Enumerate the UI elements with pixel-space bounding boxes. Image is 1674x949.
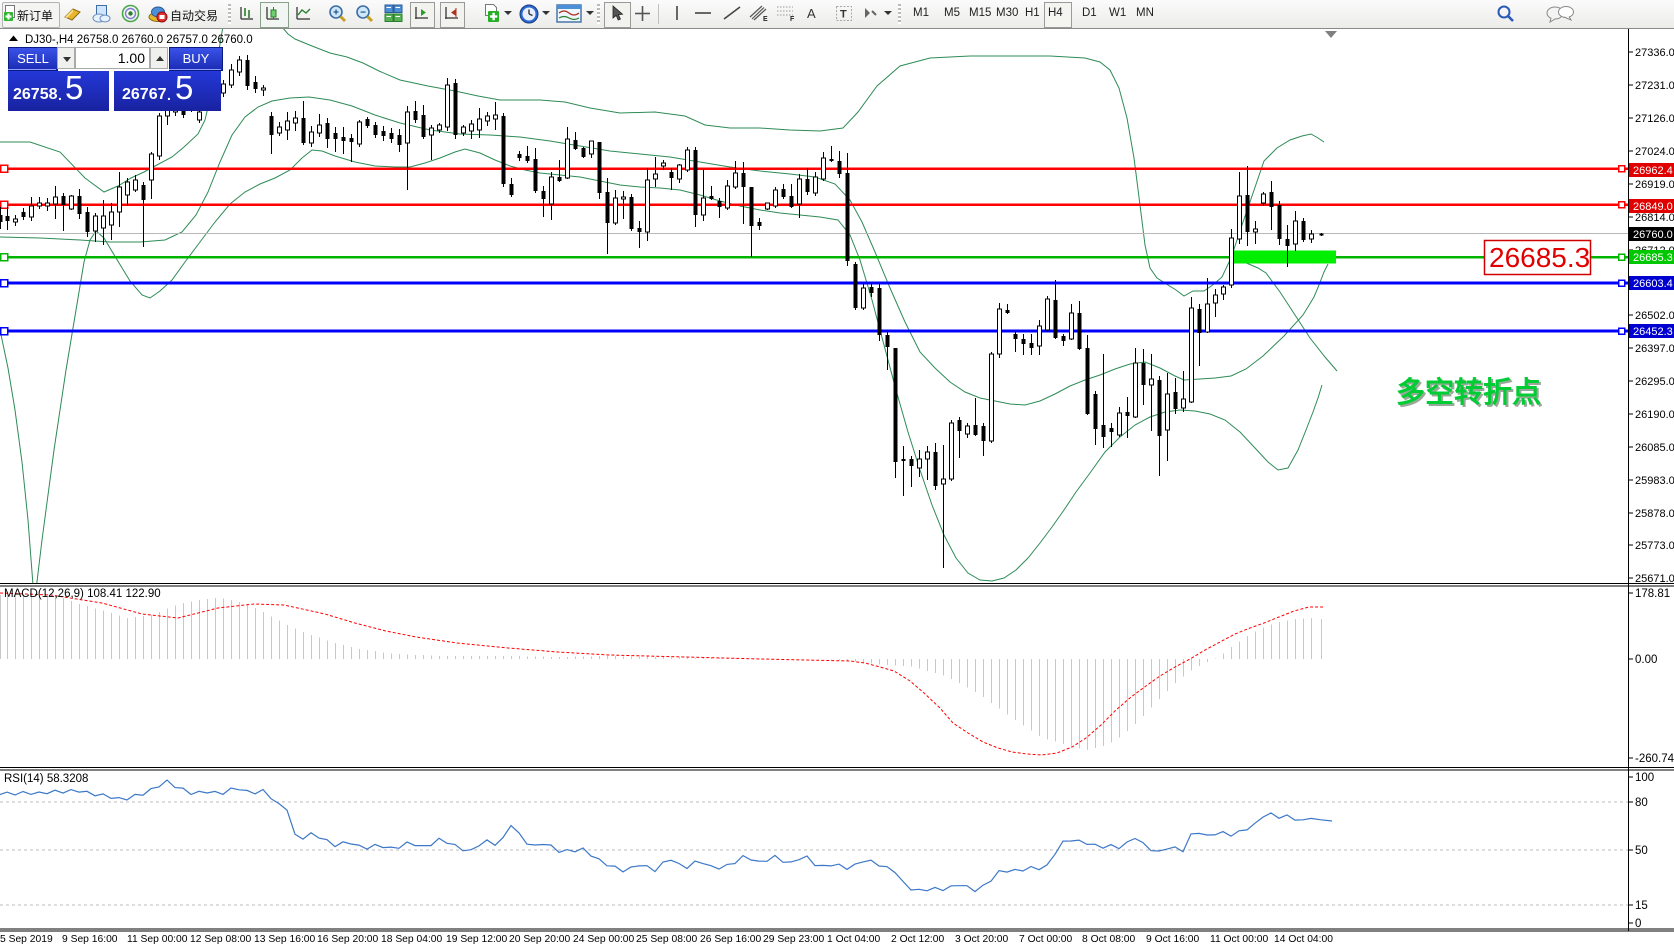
- svg-text:178.81: 178.81: [1635, 588, 1670, 600]
- svg-text:26190.0: 26190.0: [1635, 409, 1674, 421]
- svg-text:9 Oct 16:00: 9 Oct 16:00: [1146, 934, 1200, 945]
- svg-text:26760.0: 26760.0: [1633, 229, 1673, 241]
- svg-text:26085.0: 26085.0: [1635, 442, 1674, 454]
- svg-text:多空转折点: 多空转折点: [1396, 375, 1541, 409]
- svg-text:2 Oct 12:00: 2 Oct 12:00: [891, 934, 945, 945]
- svg-text:F: F: [790, 16, 795, 22]
- svg-text:26295.0: 26295.0: [1635, 376, 1674, 388]
- svg-text:-260.74: -260.74: [1635, 753, 1674, 765]
- svg-text:26685.3: 26685.3: [1633, 252, 1673, 264]
- svg-text:25 Sep 08:00: 25 Sep 08:00: [636, 934, 698, 945]
- svg-text:27336.0: 27336.0: [1635, 47, 1674, 59]
- svg-text:11 Sep 00:00: 11 Sep 00:00: [127, 934, 188, 945]
- svg-text:5 Sep 2019: 5 Sep 2019: [0, 934, 53, 945]
- svg-text:26814.0: 26814.0: [1635, 212, 1674, 224]
- svg-text:7 Oct 00:00: 7 Oct 00:00: [1019, 934, 1073, 945]
- svg-text:26849.0: 26849.0: [1633, 201, 1673, 213]
- svg-text:26397.0: 26397.0: [1635, 343, 1674, 355]
- svg-text:RSI(14) 58.3208: RSI(14) 58.3208: [4, 773, 88, 785]
- svg-text:29 Sep 23:00: 29 Sep 23:00: [763, 934, 825, 945]
- svg-text:25878.0: 25878.0: [1635, 508, 1674, 520]
- svg-text:14 Oct 04:00: 14 Oct 04:00: [1274, 934, 1333, 945]
- svg-text:+: +: [333, 8, 339, 19]
- svg-text:26603.4: 26603.4: [1633, 278, 1673, 290]
- svg-text:18 Sep 04:00: 18 Sep 04:00: [381, 934, 443, 945]
- svg-text:12 Sep 08:00: 12 Sep 08:00: [190, 934, 252, 945]
- svg-text:25983.0: 25983.0: [1635, 475, 1674, 487]
- svg-text:50: 50: [1635, 845, 1648, 857]
- svg-text:20 Sep 20:00: 20 Sep 20:00: [509, 934, 571, 945]
- svg-text:26685.3: 26685.3: [1489, 242, 1590, 273]
- svg-text:T: T: [840, 9, 847, 21]
- svg-text:1 Oct 04:00: 1 Oct 04:00: [827, 934, 881, 945]
- svg-text:15: 15: [1635, 900, 1648, 912]
- svg-text:100: 100: [1635, 772, 1654, 784]
- svg-text:26502.0: 26502.0: [1635, 310, 1674, 322]
- svg-text:26919.0: 26919.0: [1635, 179, 1674, 191]
- svg-text:19 Sep 12:00: 19 Sep 12:00: [446, 934, 508, 945]
- svg-text:25671.0: 25671.0: [1635, 573, 1674, 585]
- svg-text:11 Oct 00:00: 11 Oct 00:00: [1210, 934, 1268, 945]
- svg-text:25773.0: 25773.0: [1635, 540, 1674, 552]
- svg-text:24 Sep 00:00: 24 Sep 00:00: [573, 934, 635, 945]
- svg-text:80: 80: [1635, 797, 1648, 809]
- svg-text:26 Sep 16:00: 26 Sep 16:00: [700, 934, 762, 945]
- svg-text:8 Oct 08:00: 8 Oct 08:00: [1082, 934, 1136, 945]
- svg-text:0: 0: [1635, 918, 1641, 930]
- svg-text:MACD(12,26,9) 108.41 122.90: MACD(12,26,9) 108.41 122.90: [4, 588, 161, 600]
- svg-text:26962.4: 26962.4: [1633, 165, 1673, 177]
- svg-text:9 Sep 16:00: 9 Sep 16:00: [62, 934, 118, 945]
- svg-text:13 Sep 16:00: 13 Sep 16:00: [254, 934, 316, 945]
- svg-text:3 Oct 20:00: 3 Oct 20:00: [955, 934, 1009, 945]
- svg-text:27126.0: 27126.0: [1635, 113, 1674, 125]
- svg-text:27231.0: 27231.0: [1635, 80, 1674, 92]
- svg-text:0.00: 0.00: [1635, 654, 1657, 666]
- svg-text:16 Sep 20:00: 16 Sep 20:00: [317, 934, 379, 945]
- svg-text:E: E: [763, 16, 768, 22]
- svg-text:−: −: [360, 8, 366, 19]
- svg-text:27024.0: 27024.0: [1635, 146, 1674, 158]
- svg-text:26452.3: 26452.3: [1633, 326, 1673, 338]
- svg-text:DJ30-,H4 26758.0 26760.0 2675: DJ30-,H4 26758.0 26760.0 26757.0 26760.0: [25, 34, 253, 46]
